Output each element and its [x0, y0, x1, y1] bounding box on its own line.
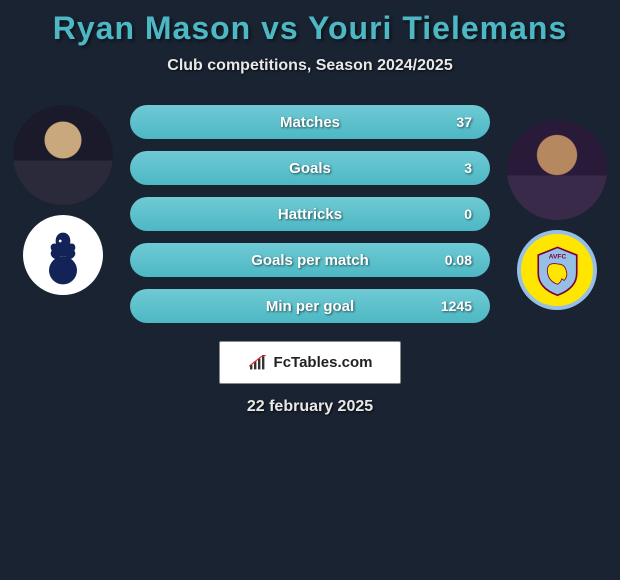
stat-label: Goals: [188, 160, 432, 177]
chart-icon: [248, 355, 268, 371]
main-row: Matches 37 Goals 3 Hattricks 0 Goals per…: [0, 100, 620, 323]
stat-label: Goals per match: [188, 252, 432, 269]
player-right-avatar: [507, 120, 607, 220]
svg-text:AVFC: AVFC: [548, 253, 566, 260]
stat-label: Matches: [188, 114, 432, 131]
stat-row-min-per-goal: Min per goal 1245: [130, 289, 490, 323]
stat-row-matches: Matches 37: [130, 105, 490, 139]
player-left-column: [8, 100, 118, 295]
stat-row-goals-per-match: Goals per match 0.08: [130, 243, 490, 277]
player-right-column: AVFC: [502, 100, 612, 310]
stat-label: Hattricks: [188, 206, 432, 223]
comparison-card: Ryan Mason vs Youri Tielemans Club compe…: [0, 0, 620, 416]
page-title: Ryan Mason vs Youri Tielemans: [0, 10, 620, 47]
tottenham-crest-icon: [28, 220, 98, 290]
stat-label: Min per goal: [188, 298, 432, 315]
stat-row-hattricks: Hattricks 0: [130, 197, 490, 231]
stat-right-value: 0: [432, 206, 472, 222]
date-text: 22 february 2025: [247, 398, 373, 416]
stat-right-value: 3: [432, 160, 472, 176]
stat-right-value: 37: [432, 114, 472, 130]
stat-row-goals: Goals 3: [130, 151, 490, 185]
stat-right-value: 0.08: [432, 252, 472, 268]
aston-villa-crest-icon: AVFC: [530, 243, 585, 298]
player-left-avatar: [13, 105, 113, 205]
brand-box: FcTables.com: [219, 341, 402, 384]
subtitle: Club competitions, Season 2024/2025: [0, 57, 620, 75]
player-right-club-badge: AVFC: [517, 230, 597, 310]
player-left-silhouette: [13, 105, 113, 205]
player-right-silhouette: [507, 120, 607, 220]
brand-text: FcTables.com: [274, 354, 373, 371]
footer: FcTables.com 22 february 2025: [0, 341, 620, 416]
stats-bars: Matches 37 Goals 3 Hattricks 0 Goals per…: [118, 105, 502, 323]
player-left-club-badge: [23, 215, 103, 295]
stat-right-value: 1245: [432, 298, 472, 314]
